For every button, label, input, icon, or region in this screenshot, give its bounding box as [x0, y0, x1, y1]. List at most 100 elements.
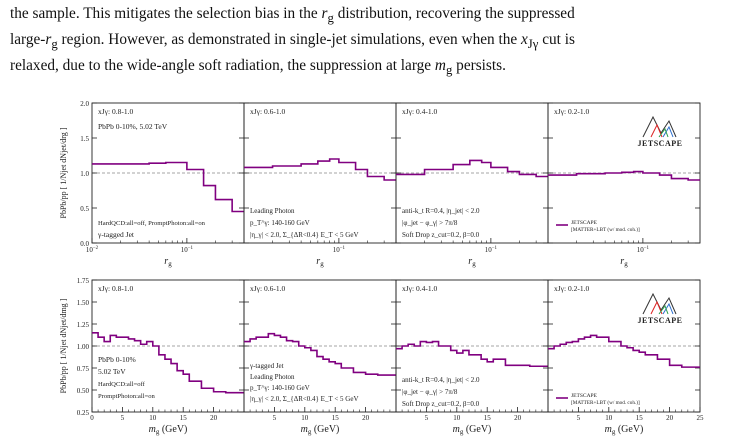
legend-label: [MATTER+LBT (w/ mod. coh.)]	[571, 399, 640, 406]
x-tick-label: 20	[666, 414, 674, 422]
annotation: Soft Drop z_cut=0.2, β=0.0	[402, 231, 480, 239]
legend-label: [MATTER+LBT (w/ mod. coh.)]	[571, 226, 640, 233]
panel-label: xJγ: 0.2-1.0	[554, 284, 589, 293]
logo-blue-stroke	[662, 125, 674, 138]
x-tick-label: 10	[453, 414, 461, 422]
paragraph-line-3: relaxed, due to the wide-angle soft radi…	[10, 57, 506, 78]
annotation: 5.02 TeV	[98, 367, 126, 376]
legend-label: JETSCAPE	[571, 220, 598, 226]
panel-label: xJγ: 0.8-1.0	[98, 284, 133, 293]
panel-label: xJγ: 0.4-1.0	[402, 107, 437, 116]
y-tick-label: 2.0	[80, 100, 89, 108]
x-tick-label: 10−2	[86, 246, 99, 254]
series-line	[244, 332, 396, 376]
logo-red-stroke	[650, 300, 663, 315]
series-line	[396, 159, 548, 178]
y-tick-label: 0.0	[80, 240, 89, 248]
x-tick-label: 5	[273, 414, 277, 422]
annotation: anti-k_t R=0.4, |η_jet| < 2.0	[402, 376, 480, 384]
x-tick-label: 10	[605, 414, 613, 422]
legend-label: JETSCAPE	[571, 393, 598, 399]
x-tick-label: 15	[636, 414, 644, 422]
x-tick-label: 20	[514, 414, 522, 422]
paragraph-line-1: the sample. This mitigates the selection…	[10, 5, 575, 26]
x-tick-label: 5	[121, 414, 125, 422]
jetscape-logo-text: JETSCAPE	[638, 316, 683, 325]
body-paragraph: the sample. This mitigates the selection…	[10, 3, 740, 81]
annotation: |η_γ| < 2.0, Σ_{ΔR<0.4} E_T < 5 GeV	[250, 395, 359, 403]
annotation: HardQCD:all=off, PromptPhoton:all=on	[98, 220, 206, 227]
annotation: p_T^γ: 140-160 GeV	[250, 384, 310, 392]
series-line	[548, 170, 700, 181]
x-axis-label: rg	[620, 256, 628, 268]
series-line	[548, 334, 700, 368]
series-line	[396, 340, 548, 368]
x-axis-label: rg	[164, 256, 172, 268]
paragraph-line-2: large-rg region. However, as demonstrate…	[10, 31, 575, 52]
x-axis-label: mg (GeV)	[149, 424, 188, 436]
y-tick-label: 0.25	[77, 409, 90, 417]
x-axis-label: rg	[468, 256, 476, 268]
logo-green-stroke	[658, 127, 669, 138]
x-tick-label: 15	[332, 414, 340, 422]
annotation: anti-k_t R=0.4, |η_jet| < 2.0	[402, 207, 480, 215]
x-tick-label: 20	[362, 414, 370, 422]
annotation: |φ_jet − φ_γ| > 7π/8	[402, 388, 458, 396]
panel-label: xJγ: 0.2-1.0	[554, 107, 589, 116]
annotation: Soft Drop z_cut=0.2, β=0.0	[402, 400, 480, 408]
annotation: Leading Photon	[250, 207, 295, 215]
y-tick-label: 1.0	[80, 170, 89, 178]
series-line	[244, 158, 396, 181]
x-tick-label: 10−1	[181, 246, 194, 254]
annotation: Leading Photon	[250, 373, 295, 381]
series-line	[92, 332, 244, 394]
annotation: PbPb 0-10%, 5.02 TeV	[98, 122, 168, 131]
x-axis-label: mg (GeV)	[453, 424, 492, 436]
x-tick-label: 10−1	[637, 246, 650, 254]
logo-green-stroke	[658, 304, 669, 315]
logo-red-stroke	[650, 123, 663, 138]
jetscape-logo-icon	[642, 292, 677, 315]
x-tick-label: 0	[90, 414, 94, 422]
annotation: γ-tagged Jet	[249, 362, 284, 370]
y-tick-label: 1.25	[77, 321, 90, 329]
x-axis-label: mg (GeV)	[605, 424, 644, 436]
series-line	[92, 161, 244, 213]
y-axis-label: PbPb/pp [ 1/Njet dNjet/dmg ]	[59, 298, 68, 393]
logo-blue-stroke	[662, 302, 674, 315]
y-tick-label: 1.75	[77, 277, 90, 285]
annotation: HardQCD:all=off	[98, 381, 146, 388]
x-tick-label: 10	[301, 414, 309, 422]
annotation: |η_γ| < 2.0, Σ_{ΔR<0.4} E_T < 5 GeV	[250, 231, 359, 239]
y-tick-label: 1.5	[80, 135, 89, 143]
y-tick-label: 1.50	[77, 299, 90, 307]
panel-label: xJγ: 0.4-1.0	[402, 284, 437, 293]
y-tick-label: 0.50	[77, 387, 90, 395]
x-tick-label: 15	[180, 414, 188, 422]
annotation: γ-tagged Jet	[97, 230, 135, 239]
x-tick-label: 5	[577, 414, 581, 422]
x-tick-label: 10−1	[333, 246, 346, 254]
panel-label: xJγ: 0.8-1.0	[98, 107, 133, 116]
x-tick-label: 25	[697, 414, 705, 422]
x-tick-label: 10−1	[485, 246, 498, 254]
y-tick-label: 0.75	[77, 365, 90, 373]
x-tick-label: 15	[484, 414, 492, 422]
annotation: |φ_jet − φ_γ| > 7π/8	[402, 219, 458, 227]
x-tick-label: 5	[425, 414, 429, 422]
panel-label: xJγ: 0.6-1.0	[250, 107, 285, 116]
jetscape-logo-icon	[642, 115, 677, 138]
annotation: PbPb 0-10%	[98, 355, 136, 364]
y-tick-label: 1.00	[77, 343, 90, 351]
y-tick-label: 0.5	[80, 205, 89, 213]
x-axis-label: rg	[316, 256, 324, 268]
annotation: p_T^γ: 140-160 GeV	[250, 219, 310, 227]
y-axis-label: PbPb/pp [ 1/Njet dNjet/drg ]	[59, 127, 68, 218]
panel-label: xJγ: 0.6-1.0	[250, 284, 285, 293]
x-axis-label: mg (GeV)	[301, 424, 340, 436]
annotation: PromptPhoton:all=on	[98, 393, 156, 400]
x-tick-label: 10	[149, 414, 157, 422]
x-tick-label: 20	[210, 414, 218, 422]
jetscape-logo-text: JETSCAPE	[638, 139, 683, 148]
